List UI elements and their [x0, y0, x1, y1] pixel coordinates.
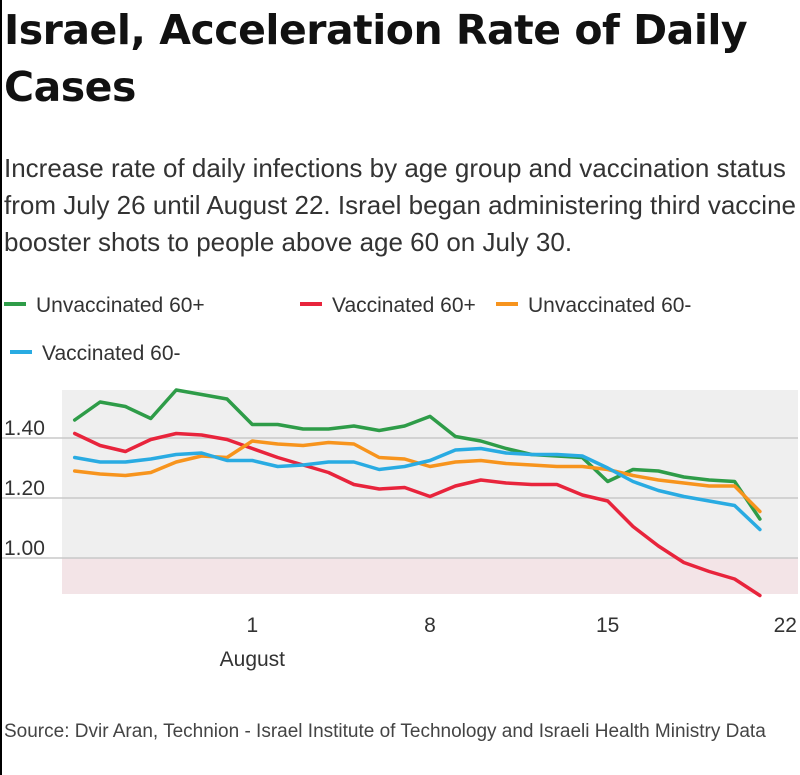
legend-item-vaccinated-60-plus: Vaccinated 60+	[300, 294, 476, 318]
legend-label: Unvaccinated 60-	[528, 294, 692, 317]
x-tick-label: 22	[774, 614, 797, 637]
legend-label: Unvaccinated 60+	[36, 294, 205, 317]
legend-swatch-vaccinated-60-plus	[300, 302, 322, 307]
series-line-vaccinated-60-plus	[72, 431, 762, 598]
legend-swatch-vaccinated-60-minus	[10, 350, 32, 355]
legend-label: Vaccinated 60+	[332, 294, 476, 317]
x-axis-month-label: August	[220, 648, 286, 671]
chart-title: Israel, Acceleration Rate of Daily Cases	[4, 6, 748, 111]
legend-item-vaccinated-60-minus: Vaccinated 60-	[10, 342, 181, 366]
x-tick-label: 8	[424, 614, 436, 637]
y-tick-label: 1.40	[4, 417, 45, 440]
x-tick-label: 1	[247, 614, 259, 637]
chart-subtitle: Increase rate of daily infections by age…	[4, 153, 796, 257]
y-tick-label: 1.00	[4, 537, 45, 560]
line-chart: 1.00 1.20 1.40 1 8 15 22 August	[2, 388, 798, 671]
y-tick-label: 1.20	[4, 477, 45, 500]
series-line-unvaccinated-60-plus	[72, 388, 762, 521]
x-tick-label: 15	[596, 614, 619, 637]
legend-swatch-unvaccinated-60-minus	[496, 302, 518, 307]
source-note: Source: Dvir Aran, Technion - Israel Ins…	[4, 721, 766, 742]
below-one-band	[62, 558, 798, 594]
legend-item-unvaccinated-60-minus: Unvaccinated 60-	[496, 294, 691, 318]
series-line-vaccinated-60-minus	[72, 446, 762, 532]
legend-label: Vaccinated 60-	[42, 342, 181, 365]
legend-swatch-unvaccinated-60-plus	[4, 302, 26, 307]
legend-item-unvaccinated-60-plus: Unvaccinated 60+	[4, 294, 205, 318]
